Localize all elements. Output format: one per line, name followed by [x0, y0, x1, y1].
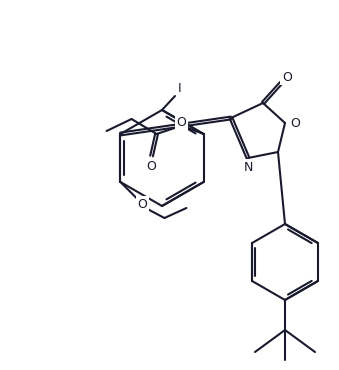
Text: O: O [177, 115, 186, 128]
Text: O: O [290, 117, 300, 130]
Text: N: N [243, 161, 253, 174]
Text: O: O [282, 71, 292, 84]
Text: I: I [178, 81, 182, 94]
Text: O: O [147, 159, 157, 172]
Text: O: O [138, 198, 147, 211]
